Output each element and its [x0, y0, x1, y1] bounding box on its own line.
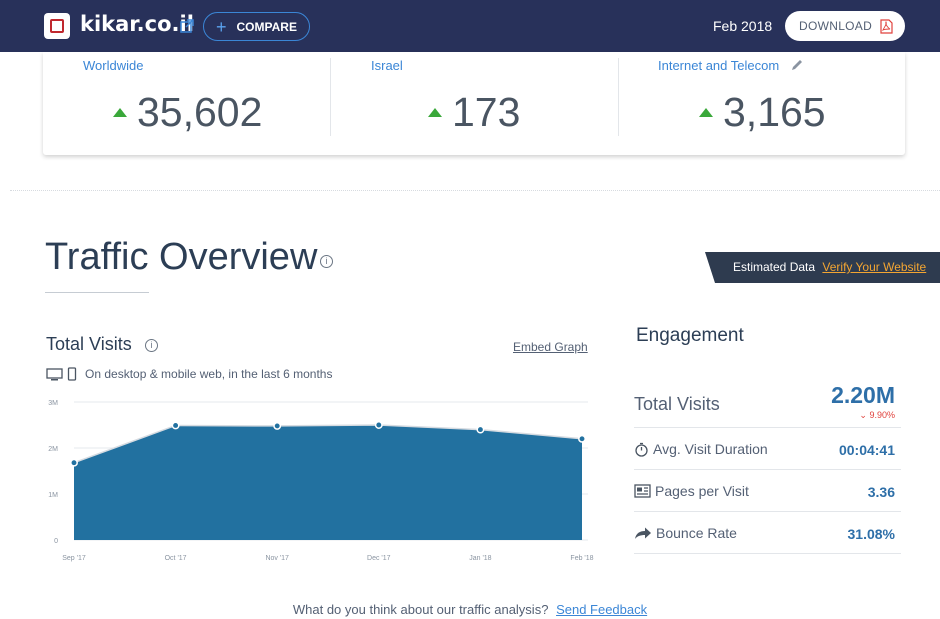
duration-label: Avg. Visit Duration: [653, 441, 768, 457]
rank-category: Internet and Telecom 3,165: [619, 52, 905, 155]
page-title: Traffic Overview: [45, 236, 318, 278]
pdf-icon: [880, 18, 893, 34]
total-visits-chart[interactable]: 0 1M 2M 3M Sep '17 Oct '17 Nov '17 Dec '17 Jan '…: [40, 392, 600, 572]
stopwatch-icon: [635, 442, 648, 457]
engagement-row-pages: Pages per Visit 3.36: [634, 470, 901, 512]
series-line: [73, 424, 583, 464]
embed-graph-link[interactable]: Embed Graph: [513, 340, 588, 354]
info-icon[interactable]: i: [320, 255, 333, 268]
bounce-arrow-icon: [635, 527, 651, 539]
divider: [618, 58, 619, 136]
area-series: [74, 425, 582, 540]
external-link-icon[interactable]: [180, 19, 194, 33]
y-tick-label: 2M: [48, 446, 58, 453]
trend-up-icon: [113, 108, 127, 117]
data-point: [374, 421, 383, 429]
change-value: 9.90%: [869, 410, 895, 420]
trend-up-icon: [428, 108, 442, 117]
total-visits-label: Total Visits: [634, 394, 720, 414]
x-tick-label: Feb '18: [570, 555, 593, 562]
engagement-total-visits: Total Visits 2.20M ⌄ 9.90%: [634, 378, 901, 428]
date-selector[interactable]: Feb 2018: [713, 18, 773, 34]
rank-card: Worldwide 35,602 Israel 173 Internet and…: [43, 52, 905, 155]
title-underline: [45, 292, 149, 293]
data-point: [476, 425, 485, 434]
desktop-icon: [46, 367, 63, 380]
rank-label[interactable]: Internet and Telecom: [658, 58, 780, 73]
estimated-label: Estimated Data: [733, 260, 816, 274]
rank-value: 173: [452, 89, 521, 135]
feedback-question: What do you think about our traffic anal…: [292, 602, 549, 617]
data-point: [273, 421, 282, 430]
rank-worldwide: Worldwide 35,602: [43, 52, 331, 155]
chevron-down-icon: ⌄: [859, 410, 867, 420]
engagement-row-duration: Avg. Visit Duration 00:04:41: [634, 428, 901, 470]
plus-icon: +: [216, 16, 227, 37]
rank-label[interactable]: Worldwide: [83, 58, 144, 73]
feedback-prompt: What do you think about our traffic anal…: [0, 602, 940, 617]
data-point: [171, 421, 180, 430]
total-visits-title: Total Visits: [46, 334, 132, 354]
engagement-label: Bounce Rate: [634, 525, 737, 541]
total-visits-change: ⌄ 9.90%: [859, 410, 895, 421]
send-feedback-link[interactable]: Send Feedback: [556, 602, 648, 617]
x-tick-label: Sep '17: [62, 555, 86, 562]
total-visits-value: 2.20M: [831, 382, 895, 408]
site-name[interactable]: kikar.co.il: [80, 12, 194, 36]
device-note-text: On desktop & mobile web, in the last 6 m…: [85, 367, 333, 381]
x-tick-label: Nov '17: [265, 555, 289, 562]
site-favicon-icon: [44, 13, 70, 39]
section-divider: [10, 190, 940, 191]
mobile-icon: [67, 367, 77, 381]
compare-button[interactable]: + COMPARE: [203, 12, 310, 41]
trend-up-icon: [699, 108, 713, 117]
x-tick-label: Dec '17: [367, 555, 391, 562]
estimated-data-banner: Estimated Data Verify Your Website: [705, 252, 940, 283]
pencil-icon[interactable]: [790, 58, 804, 72]
pages-value: 3.36: [867, 484, 895, 500]
pages-label: Pages per Visit: [655, 483, 749, 499]
x-tick-label: Jan '18: [469, 555, 491, 562]
data-point: [578, 434, 586, 443]
data-point: [70, 458, 78, 467]
compare-label: COMPARE: [236, 19, 297, 34]
rank-country: Israel 173: [331, 52, 618, 155]
bounce-value: 31.08%: [847, 526, 895, 542]
x-tick-label: Oct '17: [165, 555, 187, 562]
engagement-row-bounce: Bounce Rate 31.08%: [634, 512, 901, 554]
info-icon[interactable]: i: [145, 339, 158, 352]
engagement-label: Pages per Visit: [634, 483, 749, 499]
engagement-label: Avg. Visit Duration: [634, 441, 768, 457]
y-tick-label: 0: [54, 538, 58, 545]
download-button[interactable]: DOWNLOAD: [785, 11, 905, 41]
y-tick-label: 1M: [48, 492, 58, 499]
engagement-title: Engagement: [636, 325, 744, 346]
rank-label[interactable]: Israel: [371, 58, 403, 73]
rank-value: 35,602: [137, 89, 263, 135]
top-bar: kikar.co.il + COMPARE Feb 2018 DOWNLOAD: [0, 0, 940, 52]
y-tick-label: 3M: [48, 400, 58, 407]
device-note: On desktop & mobile web, in the last 6 m…: [46, 367, 332, 381]
divider: [330, 58, 331, 136]
bounce-label: Bounce Rate: [656, 525, 737, 541]
verify-website-link[interactable]: Verify Your Website: [822, 260, 927, 274]
rank-value: 3,165: [723, 89, 826, 135]
download-label: DOWNLOAD: [799, 19, 873, 33]
pages-icon: [634, 484, 651, 498]
duration-value: 00:04:41: [838, 442, 895, 458]
